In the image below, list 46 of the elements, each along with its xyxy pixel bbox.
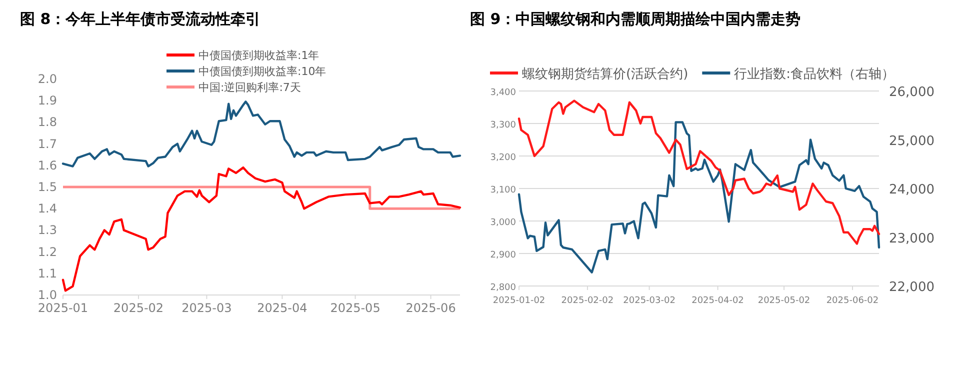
legend-label: 行业指数:食品饮料（右轴） [734, 67, 895, 82]
x-tick-label: 2025-05 [330, 301, 380, 315]
x-tick-label: 2025-04-02 [692, 296, 744, 306]
x-tick-label: 2025-06 [406, 301, 456, 315]
y2-tick-label: 25,000 [889, 134, 934, 149]
legend-label: 中债国债到期收益率:10年 [198, 65, 326, 78]
chart-title: 图 8：今年上半年债市受流动性牵引 [20, 10, 261, 28]
y-tick-label: 3,000 [490, 218, 516, 228]
line-series [518, 121, 880, 274]
y2-tick-label: 24,000 [889, 182, 934, 198]
x-tick-label: 2025-02-02 [561, 296, 614, 306]
legend-label: 中债国债到期收益率:1年 [198, 49, 320, 62]
legend-label: 螺纹钢期货结算价(活跃合约) [522, 67, 688, 82]
y-tick-label: 2,900 [490, 250, 516, 260]
y-tick-label: 1.7 [38, 136, 57, 151]
line-series [518, 100, 880, 245]
y-tick-label: 1.3 [38, 223, 57, 238]
y-tick-label: 1.4 [38, 202, 57, 216]
legend-label: 中国:逆回购利率:7天 [198, 81, 301, 94]
x-tick-label: 2025-05-02 [758, 296, 810, 306]
y-tick-label: 1.8 [38, 115, 57, 130]
y-tick-label: 3,200 [490, 153, 516, 163]
chart-title: 图 9：中国螺纹钢和内需顺周期描绘中国内需走势 [470, 10, 801, 28]
line-series [62, 100, 462, 168]
y-tick-label: 2.0 [38, 72, 57, 86]
y-tick-label: 3,400 [490, 88, 516, 98]
y-tick-label: 3,100 [490, 186, 516, 196]
y-tick-label: 1.1 [38, 266, 57, 280]
y-tick-label: 1.5 [38, 180, 57, 194]
x-tick-label: 2025-01-02 [492, 296, 546, 306]
y2-tick-label: 22,000 [889, 280, 934, 295]
y-tick-label: 1.9 [38, 94, 57, 108]
x-tick-label: 2025-04 [257, 301, 308, 315]
y-tick-label: 2,800 [490, 283, 516, 293]
y-tick-label: 1.6 [38, 158, 57, 172]
x-tick-label: 2025-02 [113, 301, 164, 315]
x-tick-label: 2025-01 [38, 301, 88, 315]
x-tick-label: 2025-03-02 [623, 296, 676, 306]
x-tick-label: 2025-06-02 [826, 296, 879, 306]
y2-tick-label: 23,000 [889, 231, 934, 246]
y-tick-label: 3,300 [490, 120, 516, 130]
x-tick-label: 2025-03 [182, 301, 232, 315]
y-tick-label: 1.2 [38, 244, 57, 259]
y2-tick-label: 26,000 [889, 85, 934, 100]
y-tick-label: 1.0 [38, 288, 57, 302]
line-series [62, 166, 462, 292]
